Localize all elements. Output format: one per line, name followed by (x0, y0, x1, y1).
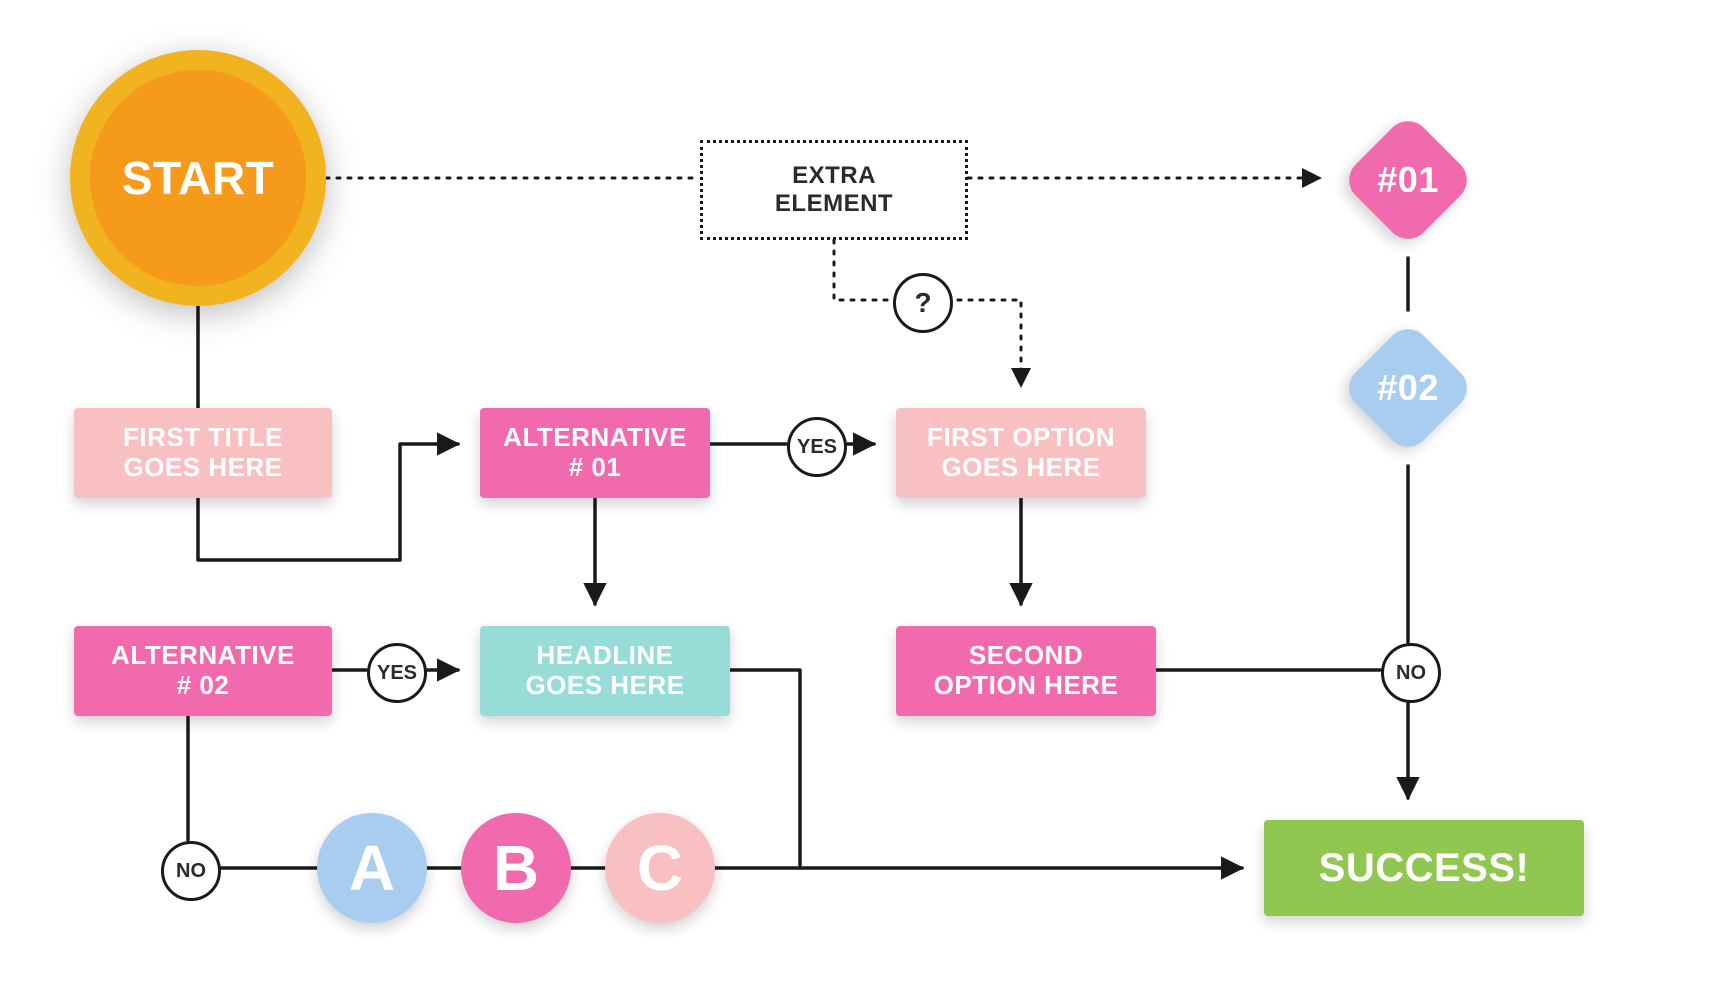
flowchart-canvas: START EXTRA ELEMENT ? #01 #02 FIRST TITL… (0, 0, 1718, 988)
letter-circle-a: A (317, 813, 427, 923)
second-option-l2: OPTION HERE (934, 670, 1119, 700)
first-title-l1: FIRST TITLE (123, 422, 283, 452)
extra-element-box: EXTRA ELEMENT (700, 140, 968, 240)
success-label: SUCCESS! (1319, 845, 1530, 891)
edge-headline-down-join (730, 670, 800, 868)
first-option-box: FIRST OPTION GOES HERE (896, 408, 1146, 498)
edge-question-down-firstoption (947, 300, 1021, 386)
alt1-l2: # 01 (569, 452, 622, 482)
letter-b-label: B (493, 831, 539, 905)
first-title-l2: GOES HERE (123, 452, 282, 482)
first-option-l2: GOES HERE (941, 452, 1100, 482)
letter-circle-c: C (605, 813, 715, 923)
headline-l2: GOES HERE (525, 670, 684, 700)
second-option-l1: SECOND (969, 640, 1083, 670)
second-option-box: SECOND OPTION HERE (896, 626, 1156, 716)
no-left-text: NO (176, 860, 206, 883)
yes2-text: YES (377, 662, 417, 685)
no-label-left: NO (161, 841, 221, 901)
edge-extra-down-question (834, 240, 892, 300)
yes1-text: YES (797, 436, 837, 459)
headline-l1: HEADLINE (537, 640, 674, 670)
letter-a-label: A (349, 831, 395, 905)
question-icon: ? (893, 273, 953, 333)
alt2-l1: ALTERNATIVE (111, 640, 295, 670)
yes-label-2: YES (367, 643, 427, 703)
extra-line2: ELEMENT (775, 190, 893, 217)
diamond-01-label: #01 (1377, 159, 1439, 200)
letter-circle-b: B (461, 813, 571, 923)
alternative-02-box: ALTERNATIVE # 02 (74, 626, 332, 716)
no-label-right: NO (1381, 643, 1441, 703)
start-label: START (70, 50, 326, 306)
success-box: SUCCESS! (1264, 820, 1584, 916)
letter-c-label: C (637, 831, 683, 905)
no-right-text: NO (1396, 662, 1426, 685)
alternative-01-box: ALTERNATIVE # 01 (480, 408, 710, 498)
alt2-l2: # 02 (177, 670, 230, 700)
first-option-l1: FIRST OPTION (927, 422, 1115, 452)
yes-label-1: YES (787, 417, 847, 477)
alt1-l1: ALTERNATIVE (503, 422, 687, 452)
question-label: ? (914, 287, 931, 319)
headline-box: HEADLINE GOES HERE (480, 626, 730, 716)
extra-line1: EXTRA (792, 162, 876, 189)
first-title-box: FIRST TITLE GOES HERE (74, 408, 332, 498)
diamond-02-label: #02 (1377, 367, 1439, 408)
